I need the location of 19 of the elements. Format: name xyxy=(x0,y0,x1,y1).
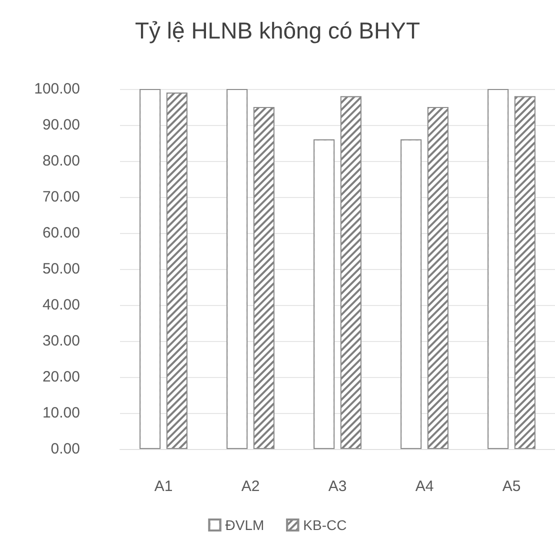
x-tick-label: A1 xyxy=(154,478,173,495)
y-tick-label: 70.00 xyxy=(42,188,80,206)
y-tick-label: 100.00 xyxy=(34,80,80,98)
x-tick-label: A3 xyxy=(328,478,347,495)
y-tick-label: 30.00 xyxy=(42,332,80,350)
legend-label: ĐVLM xyxy=(225,517,264,533)
x-tick-label: A4 xyxy=(415,478,434,495)
y-tick-label: 60.00 xyxy=(42,224,80,242)
y-tick-label: 0.00 xyxy=(50,440,80,458)
chart-title: Tỷ lệ HLNB không có BHYT xyxy=(134,18,420,44)
y-tick-label: 50.00 xyxy=(42,260,80,278)
x-tick-label: A2 xyxy=(241,478,260,495)
y-tick-label: 40.00 xyxy=(42,296,80,314)
y-tick-label: 80.00 xyxy=(42,152,80,170)
legend-label: KB-CC xyxy=(303,517,347,533)
y-tick-label: 10.00 xyxy=(42,404,80,422)
y-tick-label: 90.00 xyxy=(42,116,80,134)
y-tick-label: 20.00 xyxy=(42,368,80,386)
x-tick-label: A5 xyxy=(502,478,521,495)
